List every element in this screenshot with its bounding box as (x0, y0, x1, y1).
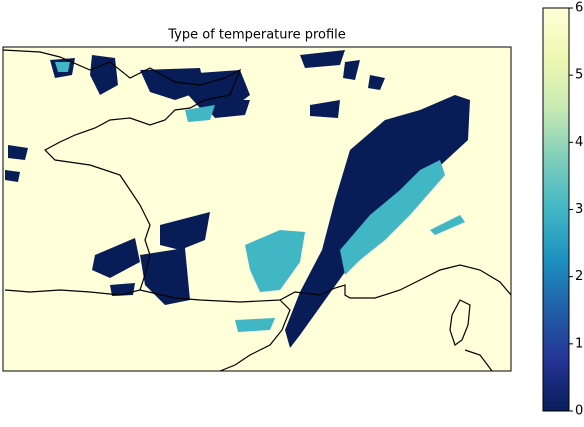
colorbar-tick-label: 5 (575, 68, 583, 83)
field (5, 50, 470, 348)
colorbar-tick-label: 3 (575, 202, 583, 217)
colorbar-tick-label: 4 (575, 135, 583, 150)
chart-title: Type of temperature profile (167, 28, 346, 43)
colorbar-tick-label: 1 (575, 336, 583, 351)
coastlines (3, 49, 511, 371)
colorbar-tick-label: 0 (575, 404, 583, 419)
colorbar-tick-label: 6 (575, 1, 583, 16)
map-background (3, 47, 511, 371)
plot-frame (2, 46, 512, 372)
colorbar (542, 7, 570, 412)
colorbar-tick-label: 2 (575, 269, 583, 284)
